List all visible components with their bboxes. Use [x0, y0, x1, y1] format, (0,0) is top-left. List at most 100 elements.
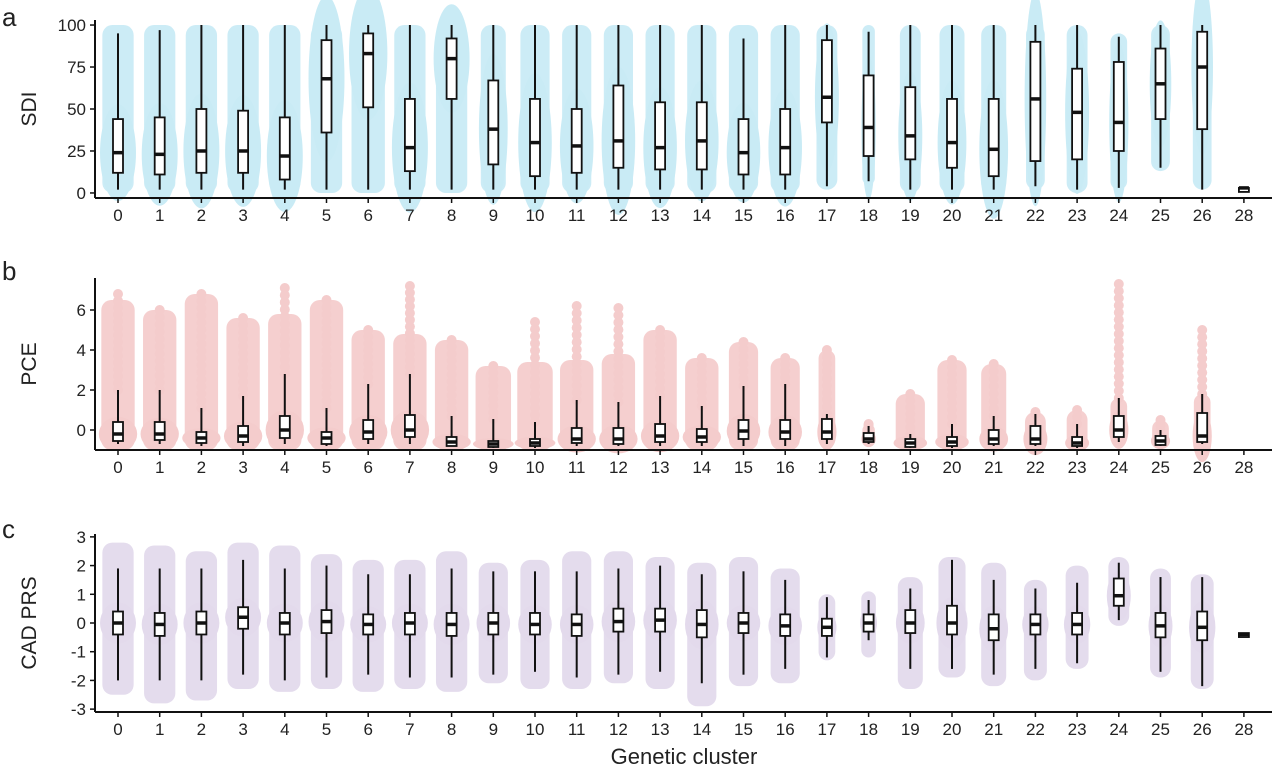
- x-tick-label: 14: [692, 206, 711, 225]
- outlier-10: [530, 345, 540, 356]
- x-tick-label: 9: [489, 458, 498, 477]
- x-tick-label: 23: [1068, 458, 1087, 477]
- x-tick-label: 0: [113, 458, 122, 477]
- outlier-3: [238, 320, 249, 331]
- box-5: [320, 408, 333, 446]
- outlier-8: [446, 362, 457, 373]
- outlier-26: [1197, 339, 1208, 350]
- outlier-11: [571, 387, 582, 398]
- outlier-9: [488, 361, 499, 371]
- box-6: [362, 25, 375, 190]
- box-23: [1071, 582, 1083, 664]
- outlier-24: [1113, 321, 1124, 332]
- box: [737, 118, 750, 176]
- x-tick-label: 15: [734, 458, 753, 477]
- outlier-24: [1113, 350, 1124, 361]
- x-tick-label: 28: [1234, 720, 1253, 739]
- outlier-2: [196, 388, 207, 399]
- outlier-15: [738, 373, 749, 384]
- outlier-24: [1113, 286, 1124, 297]
- outlier-0: [113, 350, 123, 361]
- outlier-1: [154, 370, 165, 381]
- box: [1029, 40, 1042, 162]
- x-tick-label: 19: [901, 720, 920, 739]
- box-4: [278, 568, 291, 681]
- x-axis-title: Genetic cluster: [611, 744, 758, 769]
- y-tick-label: 50: [67, 100, 86, 119]
- box-17: [821, 25, 833, 187]
- outlier-20: [947, 376, 957, 387]
- box-14: [695, 25, 708, 190]
- box-9: [487, 25, 500, 190]
- outlier-4: [279, 290, 290, 301]
- outlier-8: [446, 369, 457, 380]
- box-1: [153, 568, 166, 681]
- box: [403, 414, 416, 438]
- y-tick-label: -3: [71, 700, 86, 719]
- outlier-1: [154, 363, 165, 374]
- box-0: [112, 390, 124, 444]
- outlier-8: [446, 348, 457, 359]
- box-4: [278, 374, 291, 444]
- outlier-1: [154, 305, 165, 315]
- outlier-1: [154, 312, 165, 323]
- outlier-24: [1113, 343, 1124, 354]
- box-28: [1238, 186, 1250, 193]
- outlier-20: [947, 362, 957, 373]
- outlier-5: [321, 316, 332, 327]
- x-tick-label: 2: [197, 206, 206, 225]
- outlier-14: [696, 373, 707, 384]
- x-tick-label: 13: [651, 458, 670, 477]
- x-tick-label: 6: [363, 206, 372, 225]
- outlier-10: [530, 352, 540, 363]
- panel-letter: a: [2, 2, 17, 32]
- outlier-24: [1113, 336, 1124, 346]
- x-tick-label: 0: [113, 720, 122, 739]
- x-tick-label: 9: [489, 206, 498, 225]
- outlier-12: [613, 324, 624, 335]
- outlier-10: [530, 324, 540, 335]
- box-19: [904, 25, 917, 190]
- outlier-5: [321, 381, 332, 392]
- box: [779, 108, 792, 176]
- box: [612, 84, 625, 169]
- box: [237, 425, 250, 443]
- x-tick-label: 5: [322, 206, 331, 225]
- x-tick-label: 22: [1026, 720, 1045, 739]
- outlier-10: [530, 317, 540, 327]
- outlier-24: [1113, 371, 1124, 382]
- outlier-0: [113, 343, 123, 354]
- outlier-8: [446, 355, 457, 366]
- outlier-24: [1113, 293, 1124, 304]
- outlier-20: [947, 397, 957, 408]
- box: [862, 74, 875, 157]
- outlier-4: [279, 297, 290, 308]
- outlier-17: [821, 352, 832, 363]
- outlier-10: [530, 381, 540, 392]
- box-19: [904, 588, 917, 669]
- outlier-2: [196, 310, 207, 321]
- outlier-15: [738, 337, 749, 347]
- outlier-12: [613, 339, 624, 350]
- outlier-12: [613, 360, 624, 371]
- outlier-0: [113, 371, 123, 382]
- outlier-17: [821, 380, 832, 391]
- box-4: [278, 25, 291, 190]
- box: [695, 101, 708, 171]
- x-tick-label: 4: [280, 458, 289, 477]
- outlier-21: [988, 381, 999, 392]
- box-22: [1029, 588, 1042, 669]
- outlier-1: [154, 341, 165, 352]
- outlier-2: [196, 324, 207, 335]
- box-18: [862, 426, 875, 444]
- outlier-10: [530, 374, 540, 385]
- box: [779, 419, 792, 440]
- box-14: [695, 406, 708, 446]
- outlier-12: [613, 317, 624, 328]
- outlier-5: [321, 352, 332, 363]
- box-3: [237, 559, 250, 675]
- outlier-1: [154, 334, 165, 345]
- x-tick-label: 4: [280, 206, 289, 225]
- outlier-2: [196, 346, 207, 356]
- box-9: [487, 571, 500, 675]
